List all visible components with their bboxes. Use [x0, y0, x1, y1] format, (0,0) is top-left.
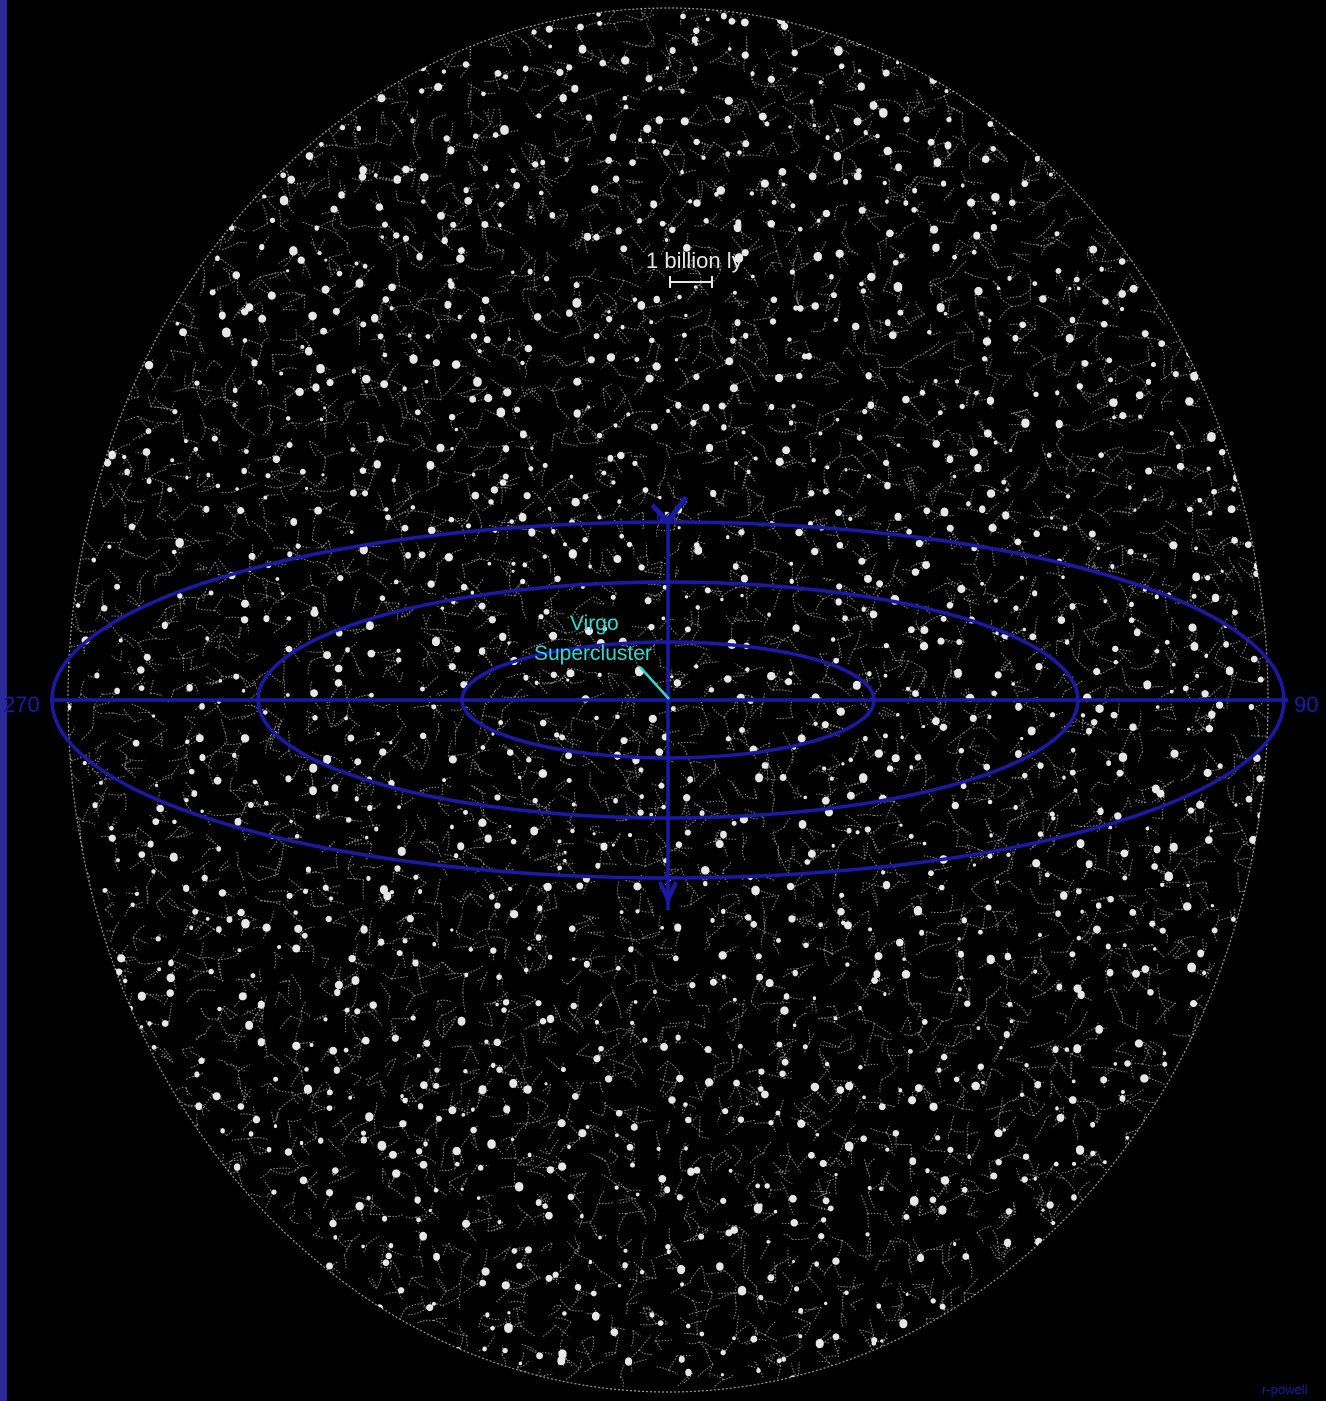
- annotation-label-line1: Virgo: [570, 612, 619, 635]
- angle-label-top: 90: [656, 511, 674, 528]
- left-border-bar: [0, 0, 7, 1401]
- grid-axis-bottom-arrow: [658, 881, 678, 905]
- scale-bar-label: 1 billion ly: [646, 248, 743, 273]
- galactic-grid: [50, 495, 1288, 910]
- virgo-annotation: Virgo Supercluster: [534, 612, 670, 700]
- angle-label-left: 270: [3, 692, 40, 717]
- credit-label: r-powell: [1262, 1382, 1308, 1397]
- grid-axis-top-arrow: [650, 495, 689, 526]
- angle-label-right: 90: [1294, 692, 1318, 717]
- scale-bar: 1 billion ly: [646, 248, 743, 288]
- scale-bar-line: [669, 276, 713, 288]
- annotation-label-line2: Supercluster: [534, 642, 652, 665]
- annotation-pointer: [639, 666, 670, 700]
